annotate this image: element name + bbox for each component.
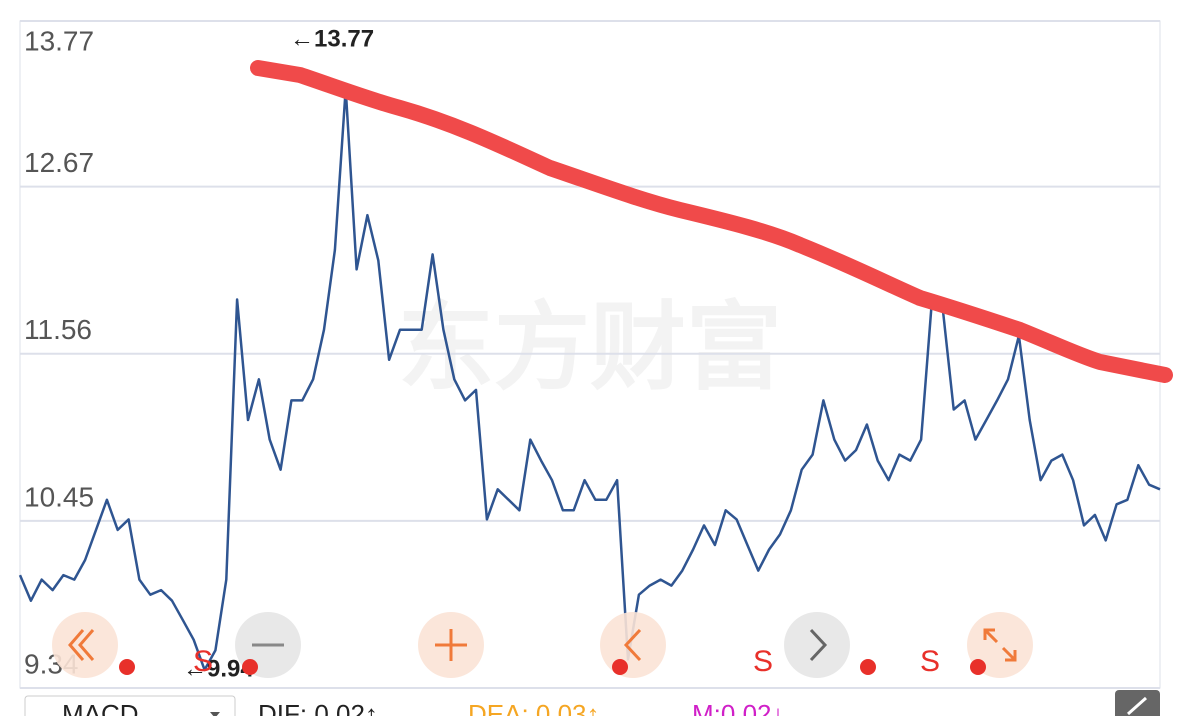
trade-dot bbox=[612, 659, 628, 675]
sell-signal: S bbox=[920, 645, 940, 678]
y-tick-label: 12.67 bbox=[24, 147, 94, 178]
rewind-button[interactable] bbox=[52, 612, 118, 678]
indicator-select[interactable] bbox=[24, 695, 236, 716]
prev-button[interactable] bbox=[600, 612, 666, 678]
y-tick-label: 10.45 bbox=[24, 481, 94, 512]
next-icon bbox=[809, 628, 828, 662]
price-line bbox=[18, 87, 1161, 672]
fullscreen-icon bbox=[983, 628, 1017, 662]
sell-signal: S bbox=[753, 645, 773, 678]
m-value: M:0.02↓ bbox=[692, 699, 785, 716]
dropdown-arrow bbox=[210, 712, 220, 716]
edit-button[interactable] bbox=[1115, 690, 1160, 716]
indicator-name: MACD bbox=[62, 699, 139, 716]
y-tick-label: 13.77 bbox=[24, 25, 94, 56]
dea-value: DEA: 0.03↑ bbox=[468, 699, 600, 716]
prev-icon bbox=[623, 628, 642, 662]
rewind-icon bbox=[68, 629, 95, 661]
next-button[interactable] bbox=[784, 612, 850, 678]
edit-icon bbox=[1127, 696, 1147, 716]
trade-dot bbox=[860, 659, 876, 675]
watermark: 东方财富 bbox=[398, 294, 782, 401]
toolbar bbox=[52, 612, 1033, 678]
sell-signal: S bbox=[193, 645, 213, 678]
plus-icon bbox=[435, 629, 467, 661]
y-tick-label: 11.56 bbox=[24, 314, 92, 345]
trade-dot bbox=[970, 659, 986, 675]
dif-value: DIF: 0.02↑ bbox=[258, 699, 378, 716]
high-annotation: ←13.77 bbox=[290, 25, 374, 52]
trade-dot bbox=[119, 659, 135, 675]
trend-drawing bbox=[250, 60, 1173, 383]
trade-dots bbox=[119, 659, 986, 675]
trade-dot bbox=[242, 659, 258, 675]
